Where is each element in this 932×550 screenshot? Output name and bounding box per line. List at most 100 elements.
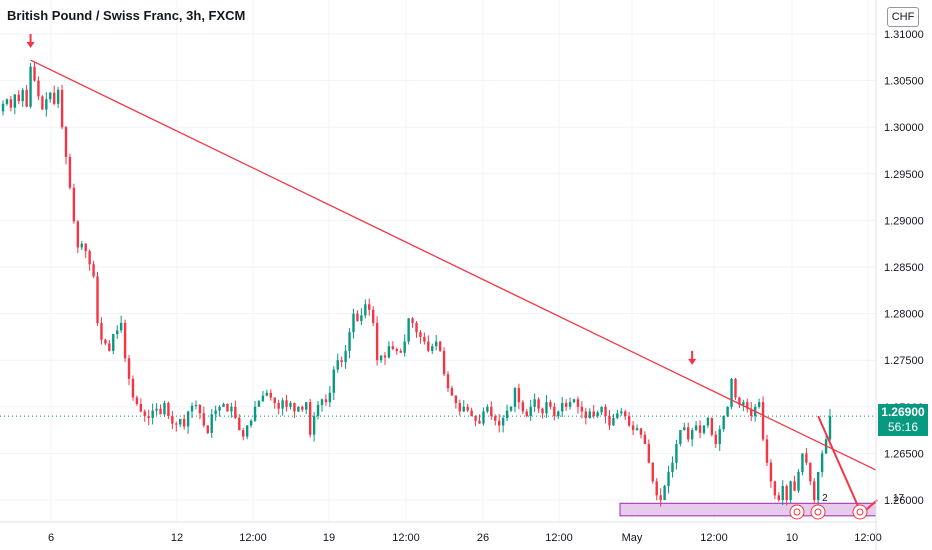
candle-body	[789, 481, 792, 500]
candle-body	[438, 341, 442, 351]
candle-body	[37, 80, 40, 97]
candle-body	[159, 408, 162, 415]
candle-body	[797, 472, 800, 491]
candle-body	[564, 403, 568, 407]
candle-body	[308, 402, 312, 435]
support-zone-rect	[619, 502, 877, 517]
candle-body	[281, 400, 284, 409]
chart-grid	[0, 0, 876, 522]
candle-body	[210, 414, 213, 433]
candle-body	[249, 420, 253, 426]
candle-body	[777, 495, 781, 500]
candle-body	[305, 402, 308, 410]
candle-body	[60, 89, 64, 128]
x-tick-label: 12:00	[545, 532, 573, 544]
candle-body	[395, 349, 399, 351]
candle-body	[123, 322, 127, 359]
candle-body	[76, 221, 80, 248]
candle-body	[805, 453, 808, 463]
candle-body	[190, 405, 194, 412]
candle-body	[442, 350, 446, 375]
candle-body	[490, 406, 493, 417]
candle-body	[167, 403, 170, 417]
candle-body	[49, 92, 52, 100]
y-tick-label: 1.26500	[884, 448, 924, 460]
candle-body	[454, 395, 458, 404]
candle-body	[364, 304, 367, 316]
candle-body	[194, 404, 198, 406]
candle-body	[368, 304, 371, 310]
candle-body	[694, 425, 698, 431]
candle-body	[679, 430, 682, 445]
candle-body	[584, 411, 588, 418]
candle-body	[379, 355, 383, 361]
candle-body	[647, 444, 651, 463]
candle-body	[549, 402, 552, 407]
event-flag-icon	[810, 504, 826, 520]
candle-body	[525, 411, 528, 417]
candle-body	[399, 350, 402, 353]
candle-body	[588, 411, 591, 418]
candle-body	[202, 413, 206, 426]
candle-body	[635, 428, 639, 431]
candle-body	[568, 402, 572, 407]
chart-title: British Pound / Swiss Franc, 3h, FXCM	[7, 8, 246, 23]
candle-body	[131, 378, 135, 398]
candle-body	[387, 346, 391, 358]
candle-body	[56, 89, 60, 104]
candle-body	[407, 318, 410, 342]
candle-body	[175, 423, 178, 425]
down-arrow-head	[26, 41, 35, 48]
candle-body	[576, 399, 580, 407]
candle-body	[5, 99, 9, 104]
x-tick-label: 12:00	[392, 532, 420, 544]
candle-body	[687, 427, 690, 440]
zone-count-label: 2	[822, 493, 828, 504]
candle-body	[446, 374, 450, 389]
candle-body	[781, 486, 784, 500]
x-tick-label: 12:00	[700, 532, 728, 544]
candle-body	[328, 392, 332, 403]
x-tick-label: 10	[786, 532, 798, 544]
candle-body	[285, 400, 288, 407]
drawing-overlays: 2 17	[26, 33, 905, 520]
candle-body	[478, 420, 481, 424]
candle-body	[360, 315, 363, 322]
candle-body	[1, 103, 5, 112]
candle-body	[293, 403, 296, 412]
candle-body	[88, 251, 91, 265]
candle-body	[253, 406, 257, 421]
candle-body	[301, 406, 304, 410]
y-tick-label: 1.31000	[884, 29, 924, 41]
candle-body	[135, 397, 139, 405]
y-tick-label: 1.30500	[884, 76, 924, 88]
candle-body	[147, 416, 150, 418]
candle-body	[419, 332, 422, 337]
candle-body	[616, 413, 619, 418]
y-tick-label: 1.26000	[884, 495, 924, 507]
candle-body	[620, 411, 623, 414]
x-tick-label: 12:00	[239, 532, 267, 544]
candle-body	[238, 417, 241, 431]
candle-body	[206, 425, 209, 433]
candle-body	[517, 388, 521, 403]
candle-body	[643, 434, 647, 445]
candle-body	[474, 416, 477, 421]
event-flag-icon	[789, 504, 805, 520]
candle-body	[312, 416, 316, 435]
candlestick-series	[1, 61, 832, 507]
currency-badge[interactable]: CHF	[887, 7, 919, 27]
candle-body	[186, 411, 190, 427]
candle-body	[155, 408, 158, 411]
candle-body	[726, 406, 729, 417]
down-arrow-head	[688, 358, 697, 365]
candle-body	[482, 411, 485, 424]
candle-body	[92, 264, 95, 277]
candle-body	[572, 399, 576, 403]
candle-body	[734, 378, 737, 398]
candle-body	[765, 439, 769, 463]
candle-body	[371, 309, 375, 323]
candle-body	[163, 403, 166, 415]
